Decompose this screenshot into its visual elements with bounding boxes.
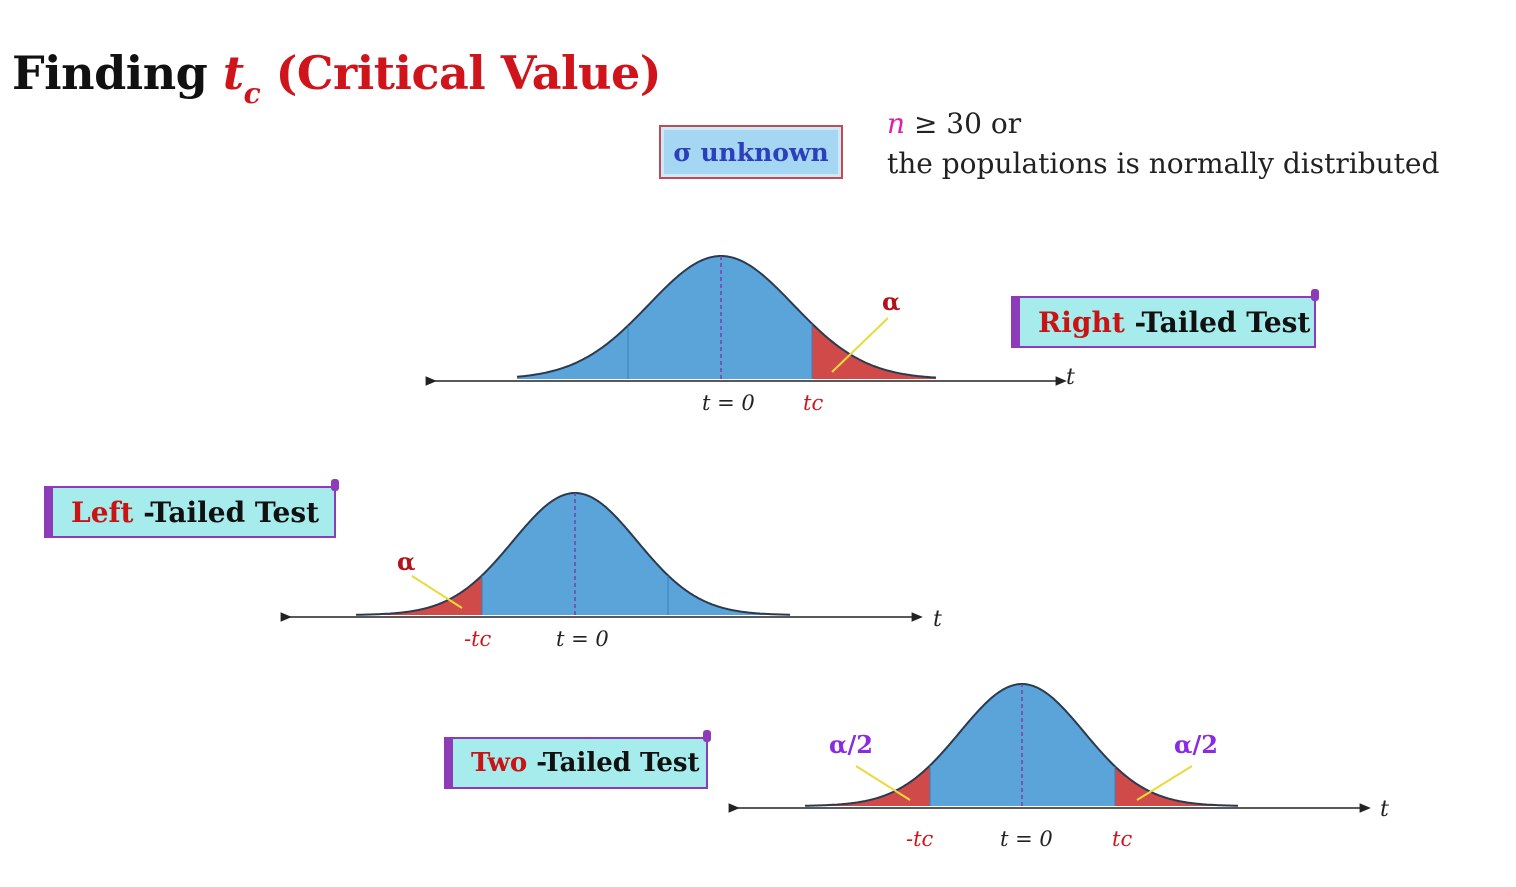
- two-t-zero-label: t = 0: [1000, 827, 1053, 851]
- two-tailed-test-banner: Two -Tailed Test: [444, 730, 711, 789]
- left-neg-tc-label: -tc: [464, 627, 492, 651]
- sigma-unknown-box: σ unknown: [659, 125, 843, 179]
- two-tail-region-1: [805, 765, 930, 806]
- two-curve-area: [805, 684, 1238, 806]
- condition-line-2: the populations is normally distributed: [887, 147, 1440, 180]
- left-rest: -Tailed Test: [133, 495, 320, 529]
- sigma-symbol: σ: [673, 137, 692, 167]
- two-right-alpha-half-label: α/2: [1174, 730, 1218, 759]
- left-alpha-label: α: [397, 547, 415, 576]
- right-rest: -Tailed Test: [1124, 305, 1311, 339]
- right-highlight: Right: [1038, 305, 1125, 339]
- curves-layer: [280, 255, 1371, 813]
- two-t-axis-label: t: [1380, 797, 1389, 822]
- right-curve-outline: [516, 255, 937, 379]
- page-title: Finding tc (Critical Value): [12, 46, 662, 111]
- two-right-alpha-pointer: [1136, 765, 1193, 801]
- left-curve-area: [356, 493, 790, 615]
- right-alpha-pointer: [831, 317, 889, 373]
- two-neg-tc-label: -tc: [906, 827, 934, 851]
- left-highlight: Left: [71, 495, 134, 529]
- sigma-unknown-label: unknown: [691, 137, 829, 167]
- right-tailed-test-banner: Right -Tailed Test: [1011, 289, 1319, 348]
- condition-line-1: n ≥ 30 or: [887, 107, 1022, 140]
- right-alpha-label: α: [882, 287, 900, 316]
- left-tailed-test-banner: Left -Tailed Test: [44, 479, 339, 538]
- right-t-axis-label: t: [1066, 365, 1075, 390]
- two-highlight: Two: [471, 748, 528, 778]
- left-alpha-pointer: [411, 575, 463, 609]
- two-tc-label: tc: [1112, 827, 1132, 851]
- two-left-alpha-half-label: α/2: [829, 730, 873, 759]
- right-tail-region-1: [812, 323, 936, 379]
- two-left-alpha-pointer: [855, 765, 911, 801]
- right-tc-label: tc: [803, 391, 823, 415]
- left-t-axis-label: t: [933, 607, 942, 632]
- left-t-zero-label: t = 0: [556, 627, 609, 651]
- two-tail-region-2: [1115, 766, 1238, 806]
- title-prefix: Finding: [12, 46, 223, 100]
- two-rest: -Tailed Test: [527, 748, 700, 778]
- title-t-variable: tc: [222, 46, 261, 111]
- left-curve-outline: [355, 492, 790, 616]
- left-tail-region-1: [356, 575, 482, 615]
- title-suffix: (Critical Value): [260, 46, 662, 100]
- right-t-zero-label: t = 0: [702, 391, 755, 415]
- sample-condition: n ≥ 30 or the populations is normally di…: [887, 104, 1439, 184]
